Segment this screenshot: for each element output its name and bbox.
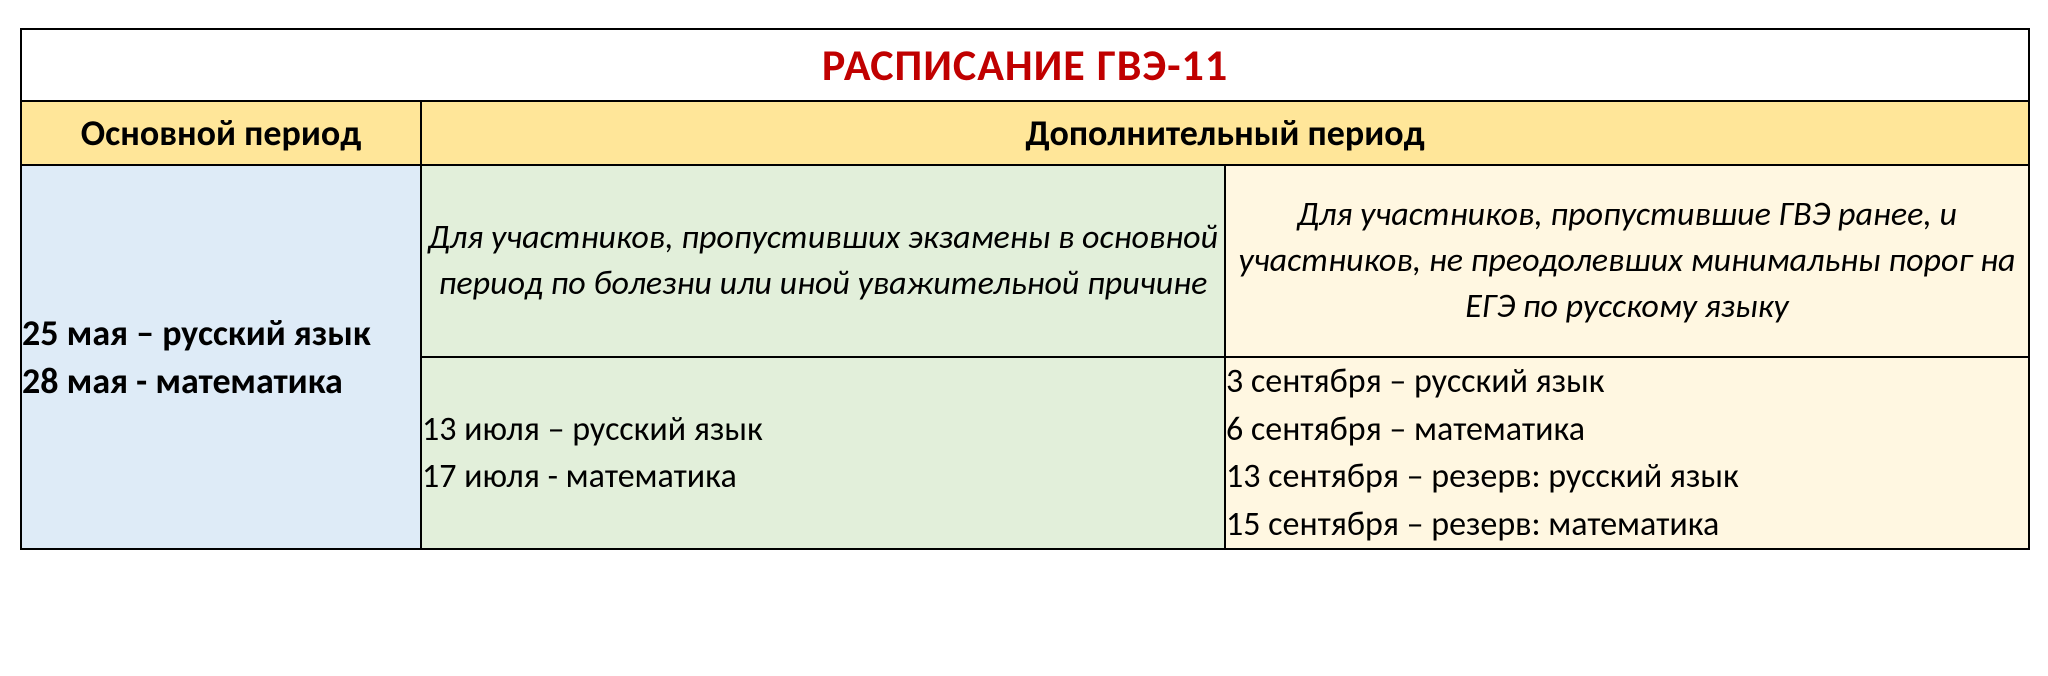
add2-date-2: 6 сентября – математика bbox=[1226, 406, 2028, 454]
header-additional-period: Дополнительный период bbox=[421, 101, 2029, 165]
header-main-period: Основной период bbox=[21, 101, 421, 165]
table-title-cell: РАСПИСАНИЕ ГВЭ-11 bbox=[21, 29, 2029, 101]
description-row: 25 мая – русский язык 28 мая - математик… bbox=[21, 165, 2029, 357]
title-row: РАСПИСАНИЕ ГВЭ-11 bbox=[21, 29, 2029, 101]
add2-date-1: 3 сентября – русский язык bbox=[1226, 358, 2028, 406]
additional-dates-1: 13 июля – русский язык 17 июля - математ… bbox=[421, 357, 1225, 549]
add2-date-3: 13 сентября – резерв: русский язык bbox=[1226, 453, 2028, 501]
additional-dates-2: 3 сентября – русский язык 6 сентября – м… bbox=[1225, 357, 2029, 549]
main-date-1: 25 мая – русский язык bbox=[22, 309, 420, 358]
table-title: РАСПИСАНИЕ ГВЭ-11 bbox=[822, 38, 1228, 92]
add2-date-4: 15 сентября – резерв: математика bbox=[1226, 501, 2028, 549]
add1-date-2: 17 июля - математика bbox=[422, 453, 1224, 501]
header-row: Основной период Дополнительный период bbox=[21, 101, 2029, 165]
additional-desc-1: Для участников, пропустивших экзамены в … bbox=[421, 165, 1225, 357]
schedule-table: РАСПИСАНИЕ ГВЭ-11 Основной период Дополн… bbox=[20, 28, 2030, 550]
main-date-2: 28 мая - математика bbox=[22, 357, 420, 406]
add1-date-1: 13 июля – русский язык bbox=[422, 406, 1224, 454]
main-period-dates-cell: 25 мая – русский язык 28 мая - математик… bbox=[21, 165, 421, 549]
schedule-table-container: РАСПИСАНИЕ ГВЭ-11 Основной период Дополн… bbox=[20, 28, 2028, 550]
additional-desc-2: Для участников, пропустившие ГВЭ ранее, … bbox=[1225, 165, 2029, 357]
